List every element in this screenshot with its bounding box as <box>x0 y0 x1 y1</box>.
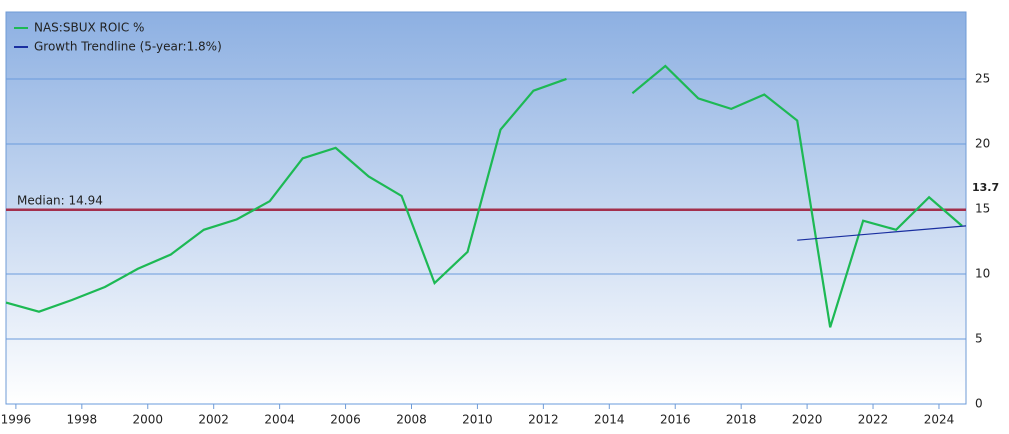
x-tick-label: 2018 <box>726 413 757 427</box>
x-tick-label: 2012 <box>528 413 559 427</box>
y-tick-label: 5 <box>975 331 983 345</box>
plot-area <box>5 11 967 405</box>
x-tick-label: 2022 <box>858 413 889 427</box>
x-tick-label: 2004 <box>264 413 295 427</box>
x-tick-label: 2016 <box>660 413 691 427</box>
series-line <box>631 64 963 328</box>
y-tick-label: 20 <box>975 136 990 150</box>
series-line <box>5 77 567 313</box>
x-tick-label: 2020 <box>792 413 823 427</box>
median-label: Median: 14.94 <box>17 193 103 207</box>
x-tick-label: 1996 <box>1 413 32 427</box>
y-tick-label: 10 <box>975 266 990 280</box>
x-tick-label: 2000 <box>132 413 163 427</box>
x-tick-label: 2006 <box>330 413 361 427</box>
x-tick-label: 2008 <box>396 413 427 427</box>
x-tick-label: 1998 <box>67 413 98 427</box>
series-line <box>797 225 967 241</box>
y-tick-label: 0 <box>975 397 983 411</box>
x-tick-label: 2010 <box>462 413 493 427</box>
last-value-label: 13.7 <box>972 181 999 194</box>
x-tick-label: 2024 <box>924 413 955 427</box>
legend-label: Growth Trendline (5-year:1.8%) <box>34 40 222 54</box>
x-tick-label: 2014 <box>594 413 625 427</box>
y-tick-label: 25 <box>975 71 990 85</box>
legend-label: NAS:SBUX ROIC % <box>34 21 144 35</box>
y-tick-label: 15 <box>975 201 990 215</box>
x-tick-label: 2002 <box>198 413 229 427</box>
